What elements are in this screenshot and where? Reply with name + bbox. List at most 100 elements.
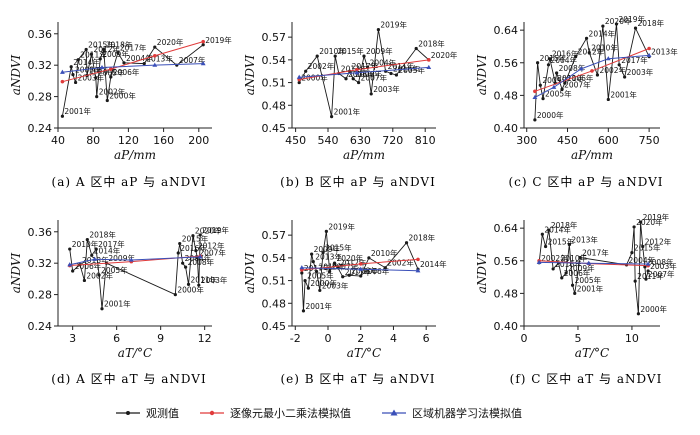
observed-point-label: 2000年	[537, 110, 564, 120]
observed-point-label: 2001年	[334, 107, 361, 117]
y-tick-label: 0.32	[28, 257, 53, 270]
observed-point	[301, 309, 306, 313]
x-tick-label: -2	[290, 332, 301, 345]
observed-point-label: 2010年	[561, 253, 588, 263]
x-tick-label: 10	[625, 332, 639, 345]
panel-caption: (b) B 区中 aP 与 aNDVI	[280, 174, 436, 189]
observed-point	[116, 51, 120, 55]
observed-point-label: 2016年	[89, 65, 116, 75]
observed-point-label: 2008年	[351, 265, 378, 275]
y-tick-label: 0.24	[28, 320, 53, 333]
y-tick-label: 0.32	[28, 59, 53, 72]
regional-point	[67, 262, 73, 267]
x-tick-label: 720	[382, 134, 403, 147]
observed-point-label: 2004年	[550, 55, 577, 65]
observed-point-label: 2020年	[636, 217, 663, 227]
observed-point-label: 2010年	[319, 46, 346, 56]
observed-point	[570, 283, 575, 287]
observed-point	[548, 57, 552, 61]
observed-point-label: 2013年	[571, 234, 598, 244]
observed-point	[328, 269, 332, 274]
regional-point	[354, 70, 360, 75]
x-tick-label: 540	[318, 134, 339, 147]
observed-point-label: 2016年	[393, 63, 420, 73]
observed-point-label: 2012年	[340, 258, 367, 268]
y-axis-label: aNDVI	[9, 253, 23, 294]
observed-point	[178, 241, 182, 246]
observed-point	[71, 73, 75, 77]
regional-point	[128, 257, 134, 262]
observed-point	[142, 62, 146, 66]
observed-point-label: 2011年	[388, 61, 415, 71]
observed-point	[643, 265, 647, 269]
observed-point-label: 2018年	[551, 220, 578, 230]
pixel-point	[590, 69, 594, 73]
observed-point	[584, 36, 589, 40]
observed-point-label: 2009年	[314, 244, 341, 254]
observed-point	[595, 73, 600, 77]
regional-point	[415, 268, 421, 273]
observed-point-label: 2006年	[348, 69, 375, 79]
observed-point-label: 2004年	[370, 57, 397, 67]
observed-point	[197, 283, 201, 287]
y-axis-label: aNDVI	[243, 253, 257, 294]
observed-point	[181, 261, 185, 265]
observed-point	[367, 256, 371, 260]
observed-point	[194, 249, 198, 253]
observed-point	[630, 251, 634, 255]
observed-point-label: 2019年	[202, 225, 229, 235]
chart-panel-6: 0.40 0.48 0.56 0.64 0 5 10 aT/°C aNDVI 2002年 2014年…	[475, 212, 677, 386]
x-tick-label: 750	[639, 134, 660, 147]
panel-caption: (c) C 区中 aP 与 aNDVI	[508, 174, 663, 189]
observed-point	[351, 77, 355, 81]
observed-point-label: 2019年	[643, 212, 670, 222]
observed-point-label: 2011年	[637, 271, 664, 281]
observed-point	[564, 271, 568, 275]
x-tick-label: 6	[423, 332, 430, 345]
observed-point-label: 2010年	[591, 43, 618, 53]
chart-legend: 观测值 逐像元最小二乘法模拟值 区域机器学习法模拟值	[116, 406, 522, 420]
observed-point	[389, 71, 393, 76]
observed-point	[173, 292, 177, 297]
observed-point-label: 2000年	[640, 304, 667, 314]
observed-point	[644, 277, 648, 281]
observed-point	[76, 58, 80, 62]
chart-panel-3: 0.40 0.48 0.56 0.64 300 450 600 750 aP/mm aNDVI 20…	[475, 14, 678, 189]
y-tick-label: 0.51	[262, 275, 287, 288]
observed-point-label: 2007年	[648, 269, 675, 279]
observed-point-label: 2015年	[325, 243, 352, 253]
y-tick-label: 0.40	[494, 320, 519, 333]
observed-point	[574, 55, 578, 59]
observed-point	[633, 26, 638, 30]
x-axis-label: aT/°C	[575, 346, 609, 360]
x-tick-label: 9	[157, 332, 164, 345]
x-tick-label: 0	[521, 332, 528, 345]
observed-point	[332, 261, 337, 265]
observed-point	[541, 97, 545, 101]
observed-point-label: 2010年	[72, 239, 99, 249]
observed-point	[311, 260, 315, 264]
y-tick-label: 0.45	[262, 320, 287, 333]
observed-point-label: 2014年	[420, 259, 447, 269]
y-tick-label: 0.51	[262, 77, 287, 90]
observed-point	[646, 269, 650, 273]
observed-point-label: 2020年	[157, 37, 184, 47]
observed-point-label: 2001年	[305, 301, 332, 311]
pixel-point	[153, 53, 157, 58]
observed-point	[184, 265, 188, 269]
observed-point	[303, 278, 307, 283]
observed-point-label: 2013年	[651, 47, 678, 57]
observed-point	[98, 57, 102, 61]
observed-point	[347, 273, 351, 277]
observed-point-label: 2000年	[301, 73, 328, 83]
observed-point	[573, 291, 577, 295]
observed-point-label: 2019年	[328, 221, 355, 231]
observed-point-label: 2005年	[98, 68, 125, 78]
observed-point-label: 2008年	[188, 257, 215, 267]
observed-point	[297, 80, 301, 85]
observed-point-label: 2017年	[582, 248, 609, 258]
observed-point-label: 2012年	[198, 241, 225, 251]
x-tick-label: 0	[325, 332, 332, 345]
observed-point	[176, 251, 180, 255]
observed-point-label: 2018年	[409, 233, 436, 243]
